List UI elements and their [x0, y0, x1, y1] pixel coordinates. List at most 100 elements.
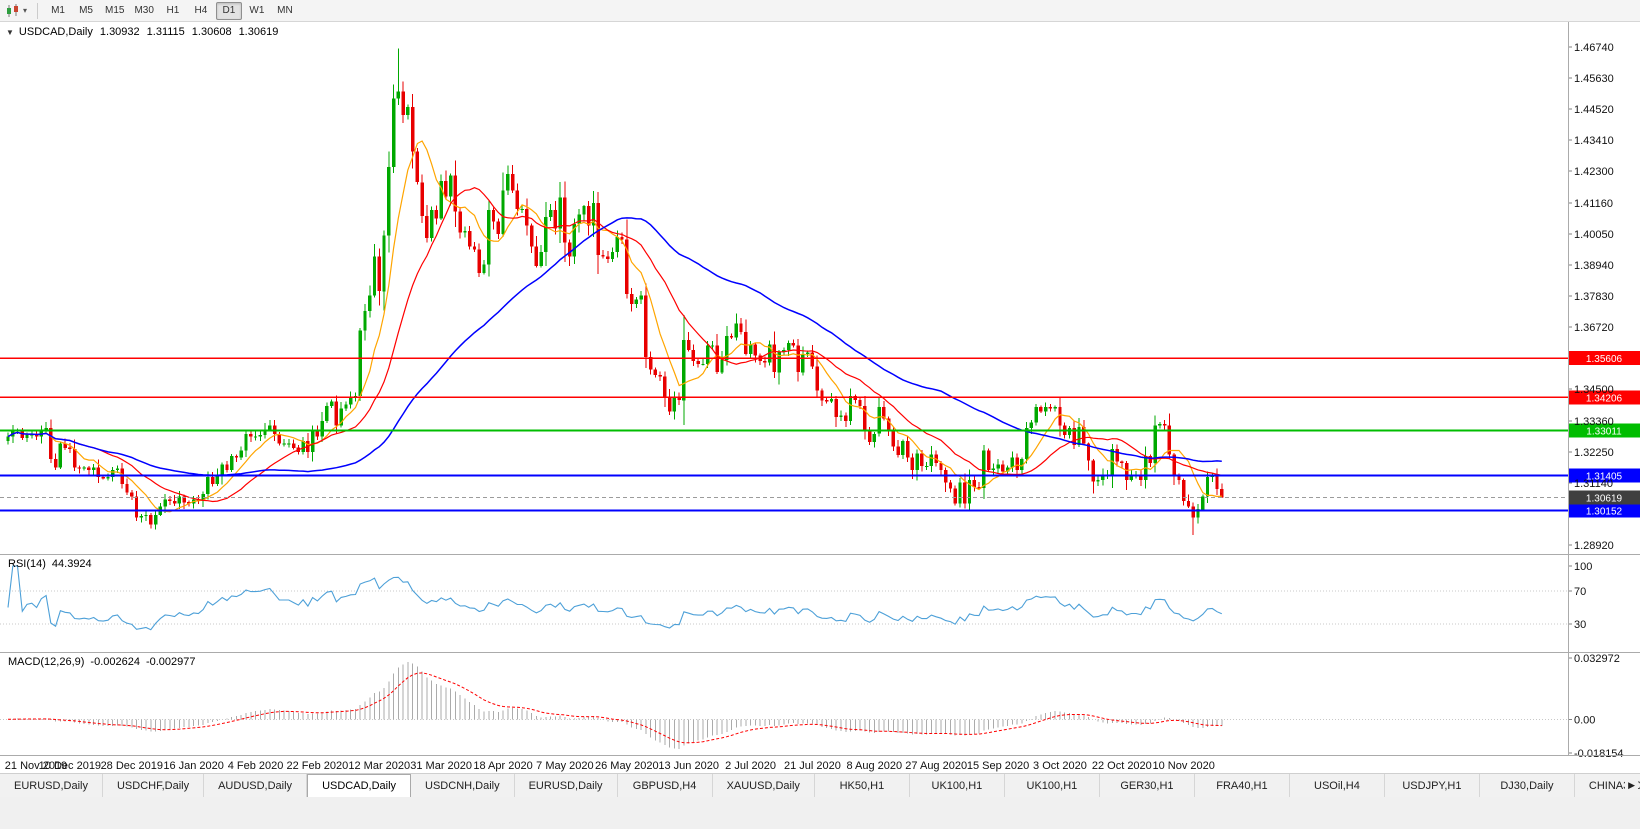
x-axis-label: 15 Sep 2020 [967, 760, 1029, 772]
rsi-indicator-label: RSI(14) 44.3924 [8, 558, 98, 570]
macd-axis-label: -0.018154 [1574, 748, 1624, 760]
x-axis-label: 10 Dec 2019 [39, 760, 101, 772]
price-line-1.35606[interactable] [0, 351, 1640, 366]
x-axis-label: 12 Mar 2020 [348, 760, 410, 772]
y-axis-label: 1.43410 [1574, 135, 1614, 147]
rsi-axis-label: 70 [1574, 586, 1586, 598]
x-axis-label: 4 Feb 2020 [228, 760, 284, 772]
tab-uk100-h1[interactable]: UK100,H1 [1004, 774, 1100, 797]
x-axis-label: 2 Jul 2020 [725, 760, 776, 772]
tab-gbpusd-h4[interactable]: GBPUSD,H4 [617, 774, 713, 797]
x-axis-label: 21 Nov 2019 [5, 760, 67, 772]
x-axis-label: 16 Jan 2020 [163, 760, 224, 772]
x-axis-label: 10 Nov 2020 [1153, 760, 1215, 772]
ohlc-high: 1.31115 [146, 26, 185, 38]
price-line-label-1.31405: 1.31405 [1586, 472, 1623, 483]
timeframe-toolbar: M1 M5 M15 M30 H1 H4 D1 W1 MN [44, 1, 299, 20]
price-line-1.34206[interactable] [0, 390, 1640, 405]
timeframe-h4[interactable]: H4 [188, 2, 214, 20]
tab-hk50-h1[interactable]: HK50,H1 [814, 774, 910, 797]
macd-axis-label: 0.00 [1574, 714, 1595, 726]
y-axis-label: 1.46740 [1574, 42, 1614, 54]
ma-20-line [7, 187, 1222, 503]
y-axis-label: 1.41160 [1574, 198, 1613, 210]
tab-fra40-h1[interactable]: FRA40,H1 [1194, 774, 1290, 797]
chart-title: ▼ USDCAD,Daily 1.30932 1.31115 1.30608 1… [6, 26, 285, 38]
bid-price-label: 1.30619 [1586, 494, 1623, 505]
timeframe-m15[interactable]: M15 [101, 2, 128, 20]
timeframe-m30[interactable]: M30 [130, 2, 157, 20]
x-axis-label: 8 Aug 2020 [846, 760, 902, 772]
timeframe-h1[interactable]: H1 [160, 2, 186, 20]
ma-8-line [7, 140, 1222, 513]
x-axis-label: 3 Oct 2020 [1033, 760, 1087, 772]
tab-scroll-right-icon[interactable]: ▶ [1625, 774, 1638, 797]
y-axis-label: 1.33360 [1574, 416, 1614, 428]
price-chart[interactable]: 1.35606 1.34206 1.33011 1.31405 1.30152 1.306… [0, 22, 1640, 773]
macd-main-value: -0.002624 [90, 656, 140, 668]
x-axis-label: 18 Apr 2020 [473, 760, 532, 772]
ohlc-open: 1.30932 [99, 26, 140, 38]
tab-audusd-daily[interactable]: AUDUSD,Daily [204, 774, 308, 797]
y-axis-label: 1.42300 [1574, 166, 1614, 178]
y-axis-label: 1.40050 [1574, 229, 1614, 241]
macd-histogram [12, 662, 1223, 749]
x-axis-label: 28 Dec 2019 [101, 760, 163, 772]
x-axis-label: 7 May 2020 [536, 760, 593, 772]
macd-axis-label: 0.032972 [1574, 653, 1620, 665]
macd-signal-value: -0.002977 [145, 656, 196, 668]
rsi-axis-label: 30 [1574, 619, 1586, 631]
y-axis-label: 1.34500 [1574, 384, 1614, 396]
rsi-axis-label: 100 [1574, 561, 1592, 573]
x-axis-label: 22 Feb 2020 [287, 760, 349, 772]
y-axis-label: 1.37830 [1574, 291, 1614, 303]
tab-dj30-daily[interactable]: DJ30,Daily [1479, 774, 1575, 797]
rsi-line [7, 565, 1223, 631]
one-click-trading-icon[interactable]: ▼ [6, 27, 14, 37]
tab-usdcad-daily[interactable]: USDCAD,Daily [307, 774, 412, 797]
timeframe-w1[interactable]: W1 [244, 2, 270, 20]
price-line-label-1.33011: 1.33011 [1586, 427, 1622, 438]
tab-uk100-h1[interactable]: UK100,H1 [909, 774, 1005, 797]
macd-signal-line [7, 672, 1222, 744]
chart-tab-bar: ▶ EURUSD,Daily USDCHF,Daily AUDUSD,Daily US… [0, 773, 1640, 797]
chart-area: 1.35606 1.34206 1.33011 1.31405 1.30152 1.306… [0, 22, 1640, 773]
x-axis-label: 21 Jul 2020 [784, 760, 841, 772]
tab-usoil-h4[interactable]: USOil,H4 [1289, 774, 1385, 797]
bottom-strip [0, 797, 1640, 829]
y-axis-label: 1.44520 [1574, 104, 1614, 116]
bid-price-line [0, 490, 1640, 505]
rsi-name: RSI(14) [8, 558, 46, 570]
tab-usdchf-daily[interactable]: USDCHF,Daily [102, 774, 205, 797]
macd-name: MACD(12,26,9) [8, 656, 85, 668]
timeframe-m5[interactable]: M5 [73, 2, 99, 20]
candlestick-glyph [7, 3, 18, 17]
chart-symbol-period: USDCAD,Daily [18, 26, 93, 38]
price-line-label-1.30152: 1.30152 [1586, 507, 1623, 518]
y-axis-label: 1.31140 [1574, 478, 1613, 490]
timeframe-mn[interactable]: MN [272, 2, 298, 20]
timeframe-d1[interactable]: D1 [215, 1, 242, 20]
tab-xauusd-daily[interactable]: XAUUSD,Daily [712, 774, 815, 797]
price-line-1.31405[interactable] [0, 468, 1640, 483]
x-axis-label: 26 May 2020 [595, 760, 659, 772]
price-line-1.30152[interactable] [0, 503, 1640, 518]
tab-usdjpy-h1[interactable]: USDJPY,H1 [1384, 774, 1480, 797]
timeframe-m1[interactable]: M1 [45, 2, 71, 20]
tab-eurusd-daily[interactable]: EURUSD,Daily [514, 774, 618, 797]
ohlc-low: 1.30608 [191, 26, 232, 38]
macd-indicator-label: MACD(12,26,9) -0.002624 -0.002977 [8, 656, 202, 668]
chart-icon[interactable] [5, 3, 21, 18]
price-line-label-1.35606: 1.35606 [1586, 354, 1623, 365]
tab-eurusd-daily[interactable]: EURUSD,Daily [0, 774, 103, 797]
y-axis-label: 1.32250 [1574, 447, 1614, 459]
price-line-1.33011[interactable] [0, 423, 1640, 438]
chart-type-caret-icon[interactable]: ▾ [23, 6, 28, 15]
tab-ger30-h1[interactable]: GER30,H1 [1099, 774, 1195, 797]
y-axis-label: 1.36720 [1574, 322, 1614, 334]
tab-usdcnh-daily[interactable]: USDCNH,Daily [411, 774, 515, 797]
y-axis-label: 1.38940 [1574, 260, 1614, 272]
y-axis-label: 1.45630 [1574, 73, 1614, 85]
ma-55-line [7, 217, 1222, 476]
